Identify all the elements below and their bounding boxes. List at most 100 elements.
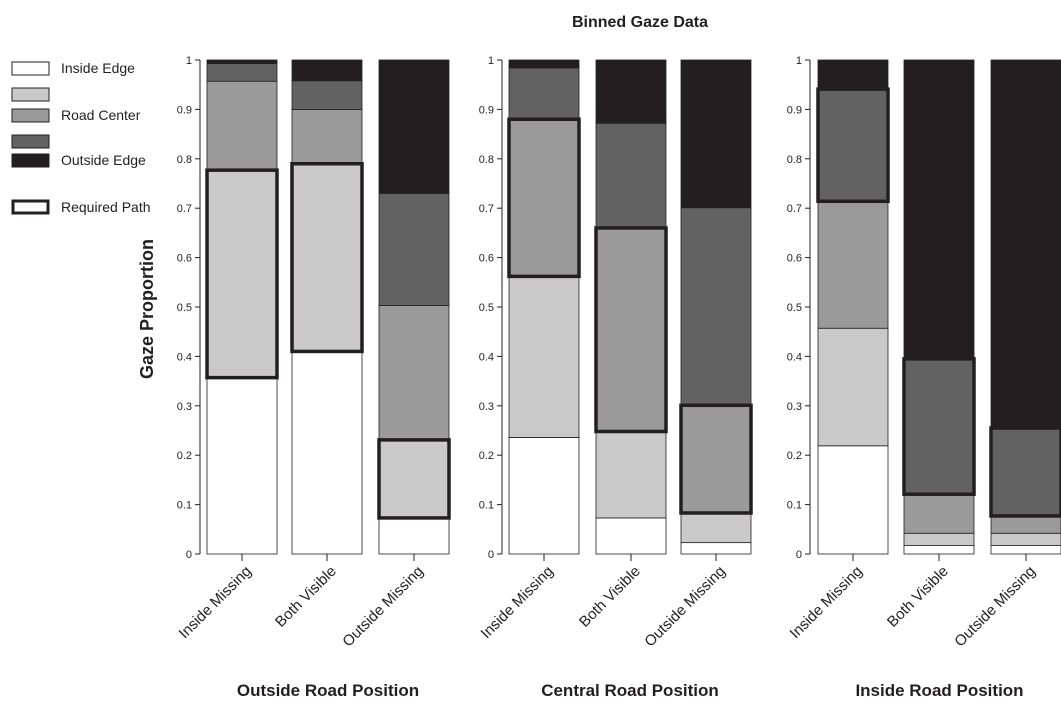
x-tick-label: Both Visible (884, 563, 952, 631)
bar-segment (903, 545, 975, 555)
required-path-box (594, 226, 668, 434)
bar-segment (206, 80, 278, 171)
y-axis-label: Gaze Proportion (137, 239, 157, 379)
legend-swatch (11, 153, 50, 168)
y-tick-label: 0.9 (177, 104, 192, 116)
bar-segment (206, 59, 278, 64)
y-tick-label: 0.2 (177, 450, 192, 462)
x-tick-label: Inside Missing (478, 563, 557, 642)
legend-required-path-swatch (11, 199, 50, 215)
y-tick-label: 0.8 (479, 154, 494, 166)
x-tick-label: Outside Missing (641, 563, 728, 650)
y-tick-label: 0.9 (479, 104, 494, 116)
bar-segment (817, 327, 889, 447)
y-tick-label: 0.1 (177, 500, 192, 512)
y-tick-label: 0.5 (787, 302, 802, 314)
chart-panel: 0 0.1 0.2 0.3 0.4 0.5 0.6 0.7 0.8 0.9 1 Inside Miss… (478, 55, 753, 700)
figure-title: Binned Gaze Data (572, 14, 708, 31)
bar-segment (817, 445, 889, 555)
x-tick-label: Inside Missing (787, 563, 866, 642)
required-path-box (377, 438, 451, 520)
bar-segment (903, 59, 975, 360)
legend-swatch (11, 87, 50, 102)
chart-panel: 0 0.1 0.2 0.3 0.4 0.5 0.6 0.7 0.8 0.9 1 Inside Miss… (787, 55, 1061, 700)
required-path-box (679, 403, 753, 515)
bar-segment (595, 227, 667, 432)
required-path-box (816, 87, 890, 204)
bar-segment (378, 305, 450, 441)
y-tick-label: 1 (796, 55, 802, 67)
bar-segment (817, 200, 889, 329)
bar-segment (903, 358, 975, 495)
required-path-box (989, 426, 1061, 518)
y-tick-label: 0.8 (787, 154, 802, 166)
y-tick-label: 0.3 (479, 401, 494, 413)
bar-segment (817, 59, 889, 90)
y-tick-label: 0.4 (177, 351, 192, 363)
bar-segment (508, 59, 580, 69)
bar-segment (206, 169, 278, 379)
y-tick-label: 0.3 (787, 401, 802, 413)
chart-panel: 0 0.1 0.2 0.3 0.4 0.5 0.6 0.7 0.8 0.9 1 Inside Miss… (176, 55, 451, 700)
legend-label: Road Center (61, 107, 141, 123)
legend: Inside Edge Road Center Outside Edge Requir… (11, 60, 151, 215)
bar-segment (680, 59, 752, 209)
bar-segment (508, 118, 580, 277)
bar-segment (595, 122, 667, 229)
legend-swatch (11, 61, 50, 76)
bar-segment (990, 59, 1061, 429)
bar-segment (680, 404, 752, 514)
x-tick-label: Outside Missing (339, 563, 426, 650)
bar-segment (595, 59, 667, 124)
y-tick-label: 0 (796, 549, 802, 561)
y-tick-label: 0 (488, 549, 494, 561)
y-tick-label: 0.2 (479, 450, 494, 462)
y-tick-label: 0.5 (177, 302, 192, 314)
x-axis-label: Central Road Position (541, 681, 719, 700)
x-tick-label: Both Visible (576, 563, 644, 631)
x-tick-label: Inside Missing (176, 563, 255, 642)
legend-label: Inside Edge (61, 60, 135, 76)
bar-segment (378, 192, 450, 306)
bar-segment (990, 427, 1061, 517)
x-axis-label: Outside Road Position (237, 681, 419, 700)
x-axis-label: Inside Road Position (855, 681, 1023, 700)
bar-segment (817, 88, 889, 202)
y-tick-label: 1 (186, 55, 192, 67)
y-tick-label: 0.7 (479, 203, 494, 215)
y-tick-label: 0.6 (787, 253, 802, 265)
bar-segment (990, 515, 1061, 534)
required-path-box (507, 117, 581, 279)
bar-segment (378, 517, 450, 555)
legend-swatch (11, 108, 50, 123)
bar-segment (680, 542, 752, 555)
y-tick-label: 0.6 (479, 253, 494, 265)
bar-segment (378, 439, 450, 519)
bar-segment (291, 109, 363, 165)
required-path-box (902, 357, 976, 496)
y-tick-label: 0.2 (787, 450, 802, 462)
bar-segment (291, 80, 363, 110)
legend-label: Outside Edge (61, 152, 146, 168)
chart-panels: 0 0.1 0.2 0.3 0.4 0.5 0.6 0.7 0.8 0.9 1 Inside Miss… (176, 55, 1061, 700)
y-tick-label: 0.1 (479, 500, 494, 512)
bar-segment (595, 517, 667, 555)
y-tick-label: 0.5 (479, 302, 494, 314)
y-tick-label: 0.3 (177, 401, 192, 413)
legend-label: Required Path (61, 199, 151, 215)
y-tick-label: 0.4 (479, 351, 494, 363)
required-path-box (205, 168, 279, 380)
bar-segment (680, 207, 752, 406)
y-tick-label: 0.8 (177, 154, 192, 166)
bar-segment (508, 67, 580, 120)
bar-segment (206, 377, 278, 555)
y-tick-label: 0.6 (177, 253, 192, 265)
y-tick-label: 0.9 (787, 104, 802, 116)
bar-segment (595, 431, 667, 519)
bar-segment (508, 275, 580, 438)
y-tick-label: 1 (488, 55, 494, 67)
bar-segment (903, 532, 975, 547)
bar-segment (291, 351, 363, 555)
y-tick-label: 0.4 (787, 351, 802, 363)
